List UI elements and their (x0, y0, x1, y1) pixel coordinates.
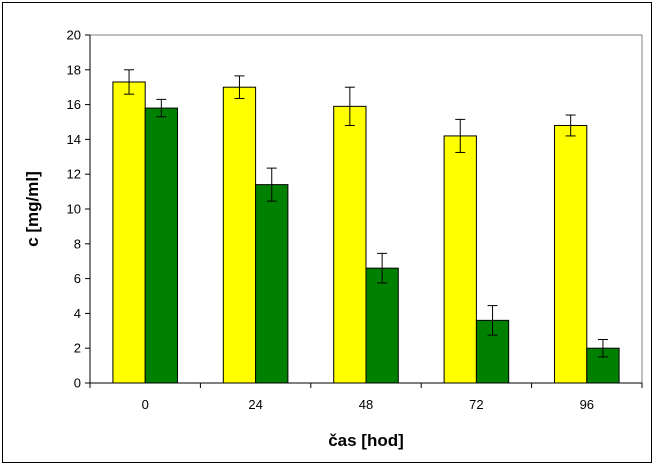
bar (554, 124, 588, 384)
y-tick-label: 0 (74, 376, 81, 391)
bar (222, 86, 257, 384)
bar (333, 105, 367, 384)
bars-layer (112, 81, 620, 384)
y-tick-label: 16 (67, 97, 81, 112)
bar (112, 81, 146, 384)
y-tick-label: 12 (67, 167, 81, 182)
bar (144, 107, 178, 384)
bar (365, 267, 399, 384)
y-axis-title: c [mg/ml] (23, 171, 42, 247)
x-tick-label: 48 (359, 397, 373, 412)
bar (443, 135, 477, 384)
bar (255, 184, 289, 384)
y-tick-label: 6 (74, 271, 81, 286)
x-tick-label: 0 (142, 397, 149, 412)
y-tick-label: 20 (67, 28, 81, 43)
y-tick-label: 4 (74, 306, 81, 321)
x-tick-label: 24 (248, 397, 262, 412)
x-tick-label: 72 (469, 397, 483, 412)
error-bars-layer (124, 69, 608, 358)
x-axis-title: čas [hod] (328, 431, 404, 450)
y-tick-label: 2 (74, 341, 81, 356)
y-tick-label: 14 (67, 132, 81, 147)
y-tick-label: 8 (74, 236, 81, 251)
y-tick-label: 18 (67, 62, 81, 77)
y-tick-label: 10 (67, 202, 81, 217)
x-tick-label: 96 (580, 397, 594, 412)
